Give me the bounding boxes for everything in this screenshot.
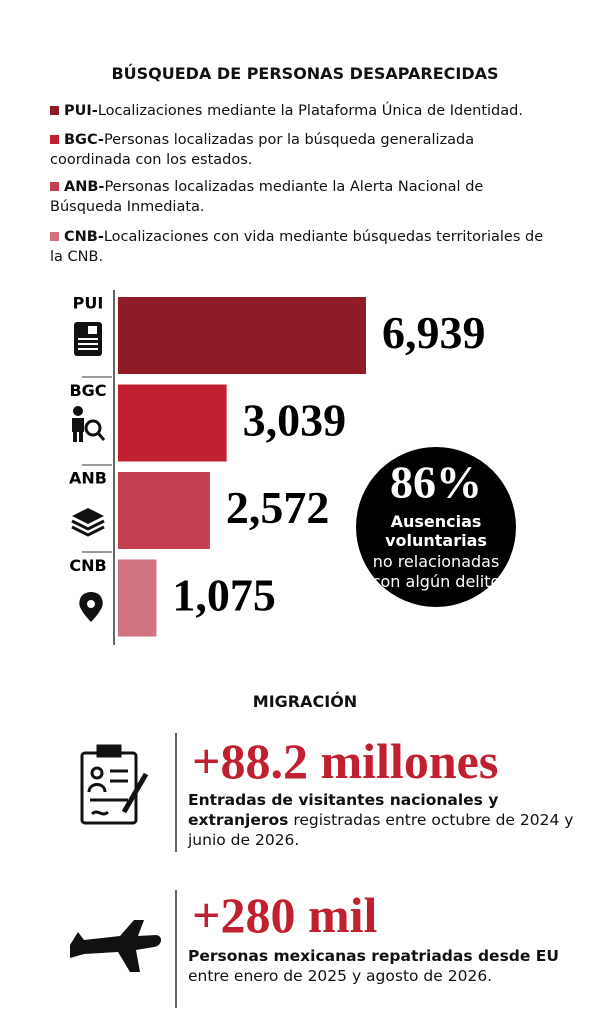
category-label: CNB bbox=[69, 556, 106, 575]
migration-figure: +280 mil bbox=[192, 887, 378, 943]
bar bbox=[118, 297, 366, 374]
value-label: 3,039 bbox=[243, 395, 347, 446]
legend-text: Localizaciones con vida mediante búsqued… bbox=[50, 229, 544, 265]
value-label: 6,939 bbox=[382, 307, 486, 358]
icon-layers bbox=[71, 508, 105, 537]
migration-text: Entradas de visitantes nacionales y extr… bbox=[188, 790, 588, 850]
migration-figure: +88.2 millones bbox=[192, 733, 499, 789]
bar bbox=[118, 559, 157, 637]
bar bbox=[118, 384, 227, 462]
legend-text: Personas localizadas mediante la Alerta … bbox=[50, 179, 484, 215]
legend-swatch bbox=[50, 182, 59, 191]
stat-figure: 86% bbox=[390, 457, 482, 508]
migration-bold: Personas mexicanas repatriadas desde EU bbox=[188, 947, 559, 965]
category-label: ANB bbox=[69, 469, 107, 488]
category-label: BGC bbox=[69, 381, 106, 400]
stat-text: no relacionadas con algún delito bbox=[372, 552, 501, 591]
value-label: 1,075 bbox=[172, 570, 276, 621]
migration-title: MIGRACIÓN bbox=[252, 692, 358, 711]
chart: 86% Ausencias voluntarias no relacionadas… bbox=[69, 290, 516, 645]
legend-text: Localizaciones mediante la Plataforma Ún… bbox=[97, 103, 523, 119]
legend-swatch bbox=[50, 135, 59, 144]
chart-title: BÚSQUEDA DE PERSONAS DESAPARECIDAS bbox=[111, 64, 499, 83]
icon-id bbox=[74, 322, 102, 356]
legend-code: ANB- bbox=[64, 179, 105, 195]
legend-item: BGC-Personas localizadas por la búsqueda… bbox=[50, 130, 550, 170]
value-label: 2,572 bbox=[226, 482, 330, 533]
migration-desc: entre enero de 2025 y agosto de 2026. bbox=[188, 967, 493, 985]
category-label: PUI bbox=[73, 294, 104, 313]
legend-code: PUI- bbox=[64, 103, 98, 119]
legend-item: CNB-Localizaciones con vida mediante bús… bbox=[50, 227, 550, 267]
legend-item: ANB-Personas localizadas mediante la Ale… bbox=[50, 177, 550, 217]
legend-item: PUI-Localizaciones mediante la Plataform… bbox=[50, 101, 550, 121]
bar bbox=[118, 472, 210, 549]
stat-circle bbox=[356, 447, 516, 607]
legend-text: Personas localizadas por la búsqueda gen… bbox=[50, 132, 475, 168]
legend-swatch bbox=[50, 232, 59, 241]
icon-search bbox=[72, 406, 106, 442]
legend-code: BGC- bbox=[64, 132, 104, 148]
icon-plane bbox=[70, 920, 162, 972]
icon-pin bbox=[79, 592, 103, 622]
migration-text: Personas mexicanas repatriadas desde EU … bbox=[188, 946, 588, 986]
migration-desc: registradas entre octubre de 2024 y juni… bbox=[188, 811, 574, 849]
stat-bold: Ausencias voluntarias bbox=[385, 512, 487, 550]
icon-clipboard bbox=[80, 744, 149, 825]
legend-code: CNB- bbox=[64, 229, 104, 245]
migration-bold: Entradas de visitantes nacionales y extr… bbox=[188, 791, 499, 829]
legend-swatch bbox=[50, 106, 59, 115]
